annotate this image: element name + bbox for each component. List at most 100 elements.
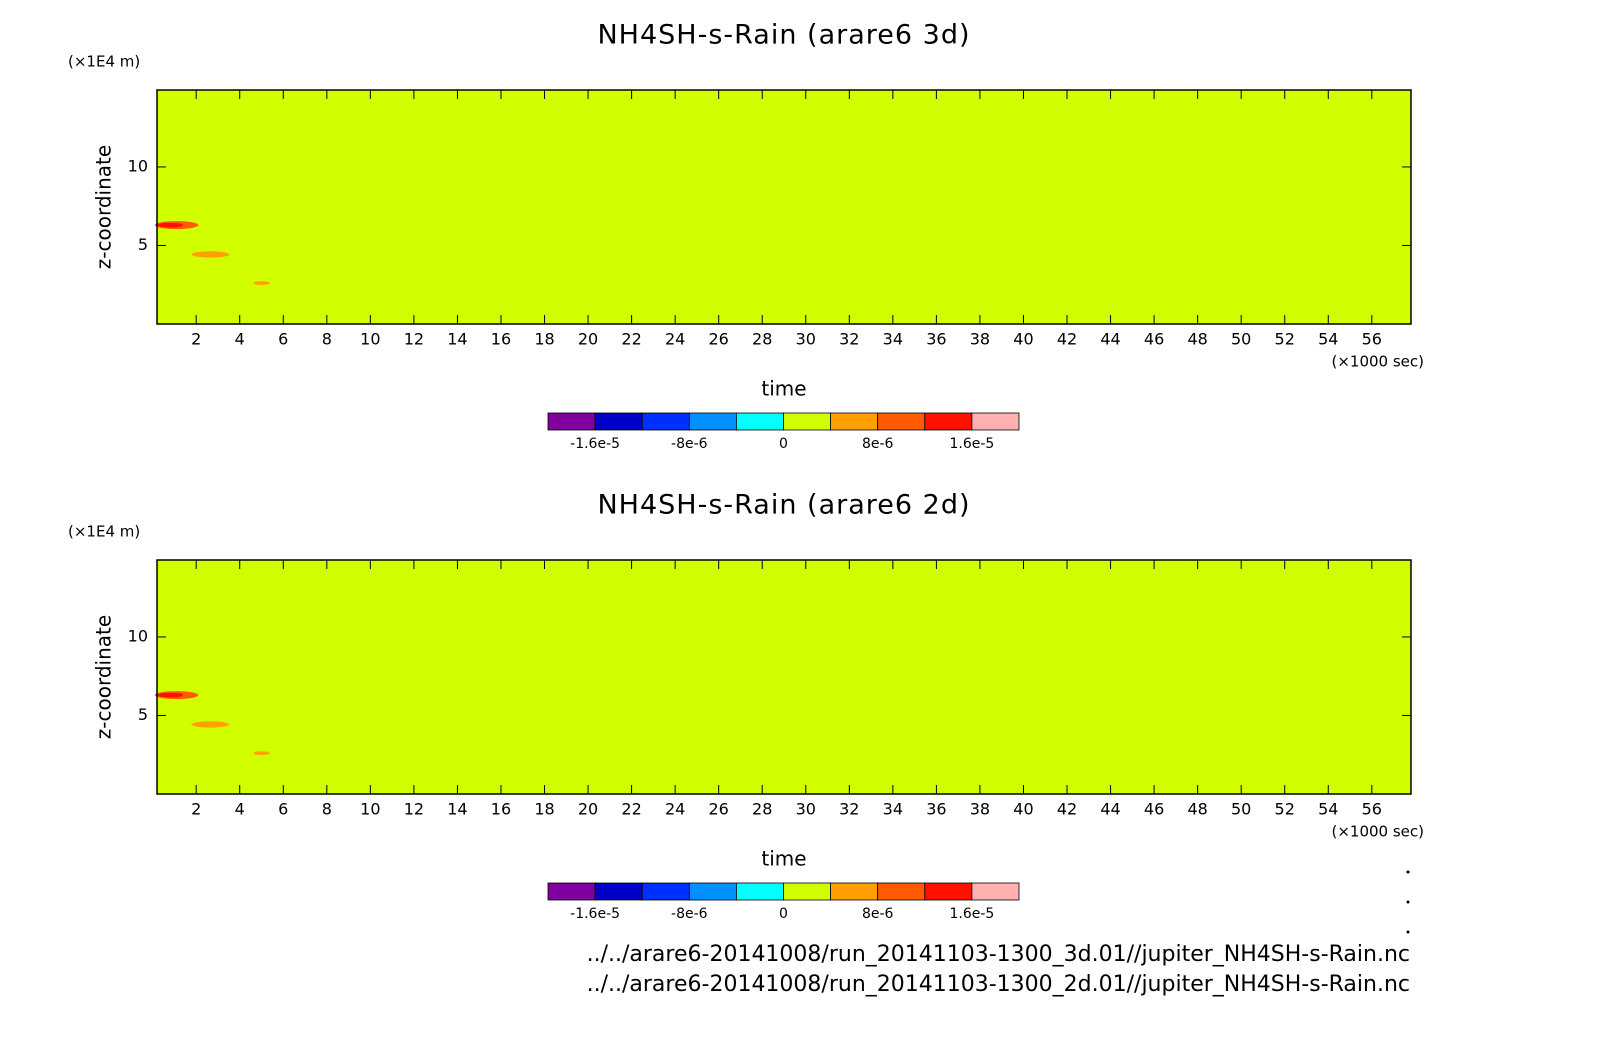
colorbar-box (594, 882, 643, 901)
x-tick-label: 22 (621, 800, 641, 819)
colorbar-box (924, 882, 973, 901)
x-tick-label: 36 (926, 330, 946, 349)
colorbar-box (830, 882, 879, 901)
colorbar-box (783, 412, 831, 431)
colorbar-label: 1.6e-5 (949, 906, 994, 922)
colorbar-label: 1.6e-5 (949, 436, 994, 452)
colorbar-box (971, 412, 1020, 431)
x-tick-label: 50 (1231, 800, 1251, 819)
x-tick-label: 20 (578, 330, 598, 349)
contour-blob (191, 251, 230, 258)
x-tick-label: 32 (839, 330, 859, 349)
x-tick-label: 16 (491, 800, 511, 819)
x-tick-label: 6 (278, 330, 288, 349)
x-tick-label: 38 (970, 800, 990, 819)
dot (1406, 870, 1410, 874)
x-tick-label: 18 (534, 800, 554, 819)
x-tick-label: 10 (360, 800, 380, 819)
x-tick-label: 12 (404, 800, 424, 819)
chart-title: NH4SH-s-Rain (arare6 3d) (597, 20, 970, 51)
x-unit: (×1000 sec) (1331, 823, 1424, 841)
file-path: ../../arare6-20141008/run_20141103-1300_… (587, 972, 1410, 997)
y-unit: (×1E4 m) (68, 523, 140, 541)
colorbar-label: 8e-6 (862, 906, 894, 922)
contour-blob (191, 721, 230, 728)
x-tick-label: 4 (235, 800, 245, 819)
colorbar-box (547, 882, 596, 901)
x-tick-label: 56 (1362, 330, 1382, 349)
y-unit: (×1E4 m) (68, 53, 140, 71)
x-tick-label: 34 (883, 330, 903, 349)
x-axis-label: time (761, 377, 806, 401)
x-tick-label: 40 (1013, 330, 1033, 349)
x-tick-label: 52 (1275, 330, 1295, 349)
x-tick-label: 14 (447, 330, 467, 349)
contour-blob (253, 751, 270, 756)
x-tick-label: 20 (578, 800, 598, 819)
x-tick-label: 44 (1100, 800, 1120, 819)
plot-frame (156, 559, 1412, 795)
x-tick-label: 52 (1275, 800, 1295, 819)
contour-blob (157, 222, 184, 228)
x-tick-label: 14 (447, 800, 467, 819)
colorbar-box (641, 412, 690, 431)
x-tick-label: 4 (235, 330, 245, 349)
x-tick-label: 36 (926, 800, 946, 819)
x-tick-label: 30 (796, 800, 816, 819)
x-tick-label: 6 (278, 800, 288, 819)
x-tick-label: 18 (534, 330, 554, 349)
x-tick-label: 40 (1013, 800, 1033, 819)
x-tick-label: 8 (322, 800, 332, 819)
colorbar-label: -8e-6 (671, 906, 708, 922)
x-tick-label: 46 (1144, 800, 1164, 819)
colorbar-label: 0 (779, 436, 788, 452)
plot-frame (156, 89, 1412, 325)
x-tick-label: 2 (191, 800, 201, 819)
file-path: ../../arare6-20141008/run_20141103-1300_… (587, 942, 1410, 967)
x-tick-label: 28 (752, 330, 772, 349)
x-tick-label: 12 (404, 330, 424, 349)
y-axis-label: z-coordinate (92, 615, 116, 739)
x-tick-label: 8 (322, 330, 332, 349)
dot (1406, 900, 1410, 904)
chart: NH4SH-s-Rain (arare6 3d) (×1E4 m) z-coordi… (68, 20, 1424, 453)
y-tick-label: 5 (138, 705, 148, 724)
contour-blob (157, 692, 184, 698)
colorbar-box (783, 882, 831, 901)
x-tick-label: 50 (1231, 330, 1251, 349)
colorbar-box (971, 882, 1020, 901)
x-tick-label: 10 (360, 330, 380, 349)
dot (1406, 930, 1410, 934)
x-tick-label: 16 (491, 330, 511, 349)
background-field (157, 560, 1411, 794)
x-tick-label: 42 (1057, 800, 1077, 819)
x-tick-label: 2 (191, 330, 201, 349)
x-tick-label: 38 (970, 330, 990, 349)
colorbar-box (877, 412, 926, 431)
x-tick-label: 54 (1318, 330, 1338, 349)
colorbar-label: -1.6e-5 (570, 906, 620, 922)
x-tick-label: 42 (1057, 330, 1077, 349)
x-tick-label: 26 (709, 330, 729, 349)
colorbar-box (736, 882, 784, 901)
y-tick-label: 10 (128, 626, 148, 645)
x-tick-label: 24 (665, 330, 685, 349)
x-tick-label: 34 (883, 800, 903, 819)
x-tick-label: 56 (1362, 800, 1382, 819)
x-tick-label: 28 (752, 800, 772, 819)
x-tick-label: 48 (1187, 330, 1207, 349)
colorbar-box (924, 412, 973, 431)
x-tick-label: 44 (1100, 330, 1120, 349)
colorbar-label: -1.6e-5 (570, 436, 620, 452)
chart-title: NH4SH-s-Rain (arare6 2d) (597, 490, 970, 521)
colorbar-label: 0 (779, 906, 788, 922)
colorbar-label: 8e-6 (862, 436, 894, 452)
colorbar-box (877, 882, 926, 901)
colorbar-box (641, 882, 690, 901)
colorbar-box (594, 412, 643, 431)
x-tick-label: 54 (1318, 800, 1338, 819)
background-field (157, 90, 1411, 324)
x-axis-label: time (761, 847, 806, 871)
colorbar-box (830, 412, 879, 431)
